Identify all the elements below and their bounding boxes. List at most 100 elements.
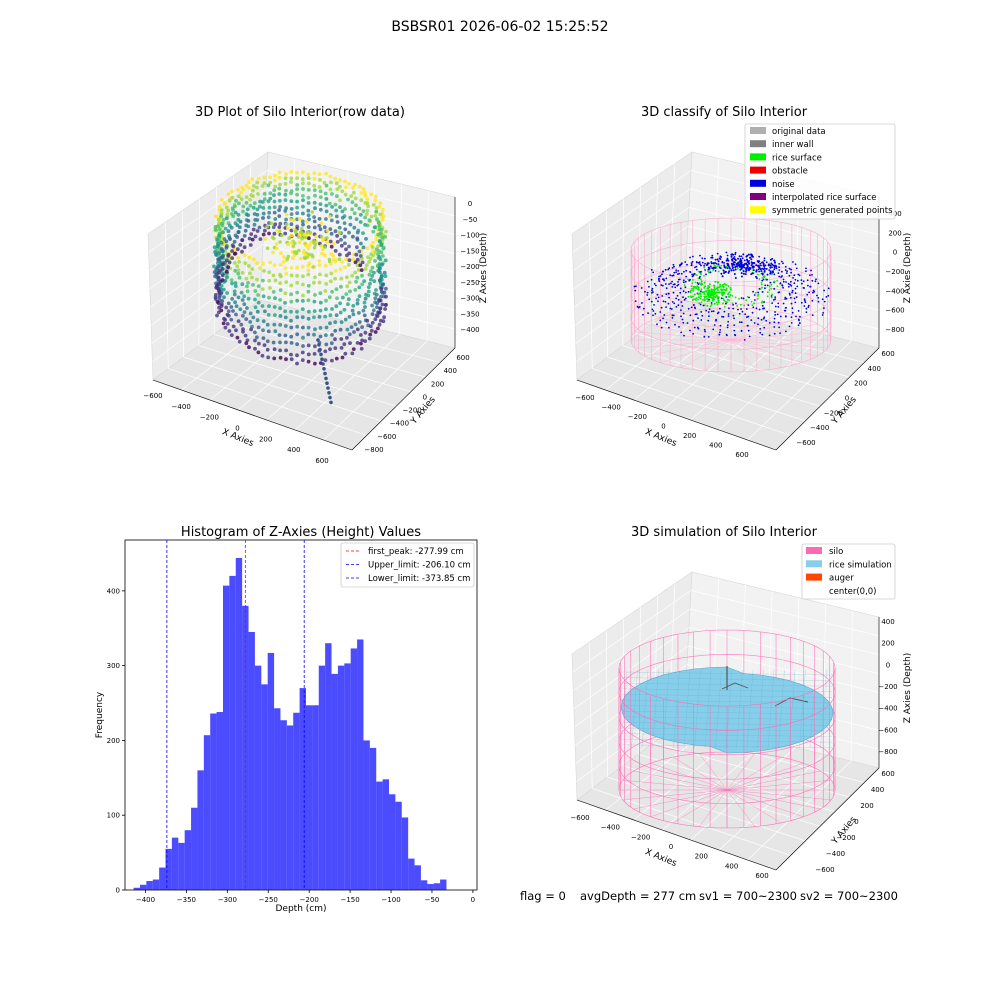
classify-point [665,287,668,290]
raw-point [372,270,376,275]
raw-point [308,243,312,247]
classify-point [803,287,805,289]
raw-point [231,214,236,219]
classify-point [709,296,712,299]
classify-point [730,255,733,258]
simulation-legend-label: silo [829,547,843,557]
raw-point [216,257,221,262]
raw-point [226,253,231,258]
raw-point [271,225,276,230]
raw-point [346,302,350,307]
classify-point [714,266,717,269]
classify-point [648,298,651,301]
histogram-legend-label: first_peak: -277.99 cm [368,547,464,557]
raw-point [317,185,322,189]
classify-point [803,305,806,307]
raw-point [238,243,243,247]
classify-point [757,268,760,271]
raw-point [354,217,359,222]
classify-point [757,293,760,296]
classify-point [698,302,701,305]
raw-point [306,272,311,277]
histogram-y-axis-label: Frequency [95,691,105,738]
raw-point [378,270,382,274]
raw-point [289,222,294,227]
raw-point [217,251,221,255]
raw-point [340,355,345,360]
classify-point [671,286,674,288]
raw-point [234,312,238,317]
raw-point [302,251,306,255]
axis-tick-label: −200 [631,833,650,841]
raw-point [350,308,355,313]
raw-point [344,185,348,190]
raw-point [359,241,363,246]
classify-point [682,296,684,299]
classify-point [761,277,764,279]
classify-point [778,291,781,293]
histogram-bar [152,879,160,890]
raw-point [269,221,274,225]
raw-point [338,310,343,315]
raw-point [307,236,311,241]
raw-point [289,199,294,204]
classify-point [772,299,775,301]
raw-point [333,337,337,342]
raw-point [333,258,338,262]
classify-point [678,272,680,275]
raw-point [329,244,334,249]
raw-point [246,296,251,301]
axis-tick-label: −400 [602,404,621,412]
raw-point [367,260,371,264]
classify-point [671,314,674,317]
classify-point [750,253,753,256]
classify-point [817,297,820,299]
classify-point [807,284,809,287]
raw-point [289,180,293,184]
classify-point [700,288,703,291]
raw-point [243,228,248,233]
classify-point [769,258,772,261]
histogram-bar [197,770,204,890]
axis-tick-label: 200 [695,853,708,861]
raw-point [337,257,342,262]
raw-point [335,234,339,238]
classify-point [733,261,736,264]
raw-point [300,350,305,355]
raw-point [321,238,325,243]
classify-point [769,264,772,267]
classify-point [703,281,706,284]
classify-point [713,302,716,305]
classify-point [697,292,700,295]
raw-point [230,195,235,200]
axis-tick-label: −50 [463,216,478,224]
raw-point [362,313,367,318]
classify-point [707,266,710,269]
raw-point [360,260,365,265]
raw-point [265,224,269,229]
axis-tick-label: −100 [460,232,479,240]
raw-point [318,195,323,200]
classify-point [796,285,799,288]
raw-point [262,197,267,202]
classify-point [675,269,678,271]
classify-point [735,263,738,266]
raw-point [381,246,386,251]
classify-point [719,324,722,327]
classify-point [796,279,799,282]
classify-point [706,263,709,266]
raw-point [363,296,368,301]
raw-point [284,340,288,345]
raw-point [247,236,252,241]
raw-point [251,283,255,287]
classify-point [714,261,716,264]
classify-point [740,308,742,310]
raw-point [300,315,305,320]
classify-point [784,269,787,271]
classify-point [781,284,784,287]
classify-point [706,300,709,303]
classify-point [753,269,755,271]
classify-point [751,304,754,306]
raw-point [333,269,338,273]
axis-tick-label: −200 [824,409,843,417]
